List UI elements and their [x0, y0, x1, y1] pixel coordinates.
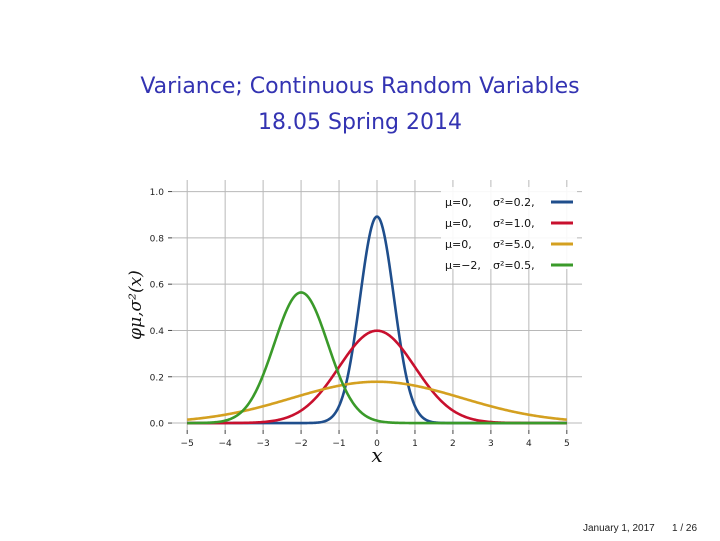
x-tick-label: 4	[526, 439, 532, 449]
legend-label-variance-4: σ²=0.5,	[493, 259, 535, 272]
y-tick-label: 0.0	[150, 420, 165, 430]
x-tick-label: 2	[450, 439, 456, 449]
series-line-4	[186, 291, 568, 425]
y-tick-labels: 0.0 0.2 0.4 0.6 0.8 1.0	[150, 188, 165, 429]
legend-label-mu-1: μ=0,	[445, 196, 472, 209]
y-tick-label: 0.6	[150, 281, 165, 291]
legend: μ=0, σ²=0.2, μ=0, σ²=1.0, μ=0, σ²=5.0, μ=−2, σ²…	[441, 187, 577, 272]
footer-date: January 1, 2017	[583, 523, 655, 534]
legend-label-mu-4: μ=−2,	[445, 259, 481, 272]
y-tick-label: 0.8	[150, 234, 165, 244]
legend-label-variance-2: σ²=1.0,	[493, 217, 535, 230]
y-tick-label: 0.2	[150, 373, 164, 383]
x-tick-label: −4	[219, 439, 233, 449]
y-axis-label: φμ,σ²(x)	[127, 270, 146, 340]
slide-title: Variance; Continuous Random Variables	[140, 74, 580, 99]
x-tick-label: 1	[412, 439, 418, 449]
slide-subtitle: 18.05 Spring 2014	[258, 110, 462, 135]
y-tick-label: 1.0	[150, 188, 165, 198]
series-line-3	[186, 380, 568, 421]
series-lines	[186, 215, 568, 425]
x-axis-label: x	[371, 443, 382, 467]
y-tick-label: 0.4	[150, 327, 165, 337]
x-tick-label: −5	[181, 439, 194, 449]
x-tick-label: 5	[564, 439, 570, 449]
x-tick-label: −2	[294, 439, 307, 449]
x-tick-label: −1	[332, 439, 345, 449]
x-tick-label: 3	[488, 439, 494, 449]
legend-label-variance-1: σ²=0.2,	[493, 196, 535, 209]
footer-page-number: 1 / 26	[672, 523, 698, 534]
x-tick-labels: −5 −4 −3 −2 −1 0 1 2 3 4 5	[181, 439, 570, 449]
normal-distribution-chart: −5 −4 −3 −2 −1 0 1 2 3 4 5 0.0 0.2 0.4 0.6 0.8 1.0 μ=0,…	[127, 172, 587, 467]
legend-label-variance-3: σ²=5.0,	[493, 238, 535, 251]
legend-label-mu-2: μ=0,	[445, 217, 472, 230]
x-tick-label: −3	[256, 439, 269, 449]
legend-label-mu-3: μ=0,	[445, 238, 472, 251]
x-tick-label: 0	[374, 439, 380, 449]
